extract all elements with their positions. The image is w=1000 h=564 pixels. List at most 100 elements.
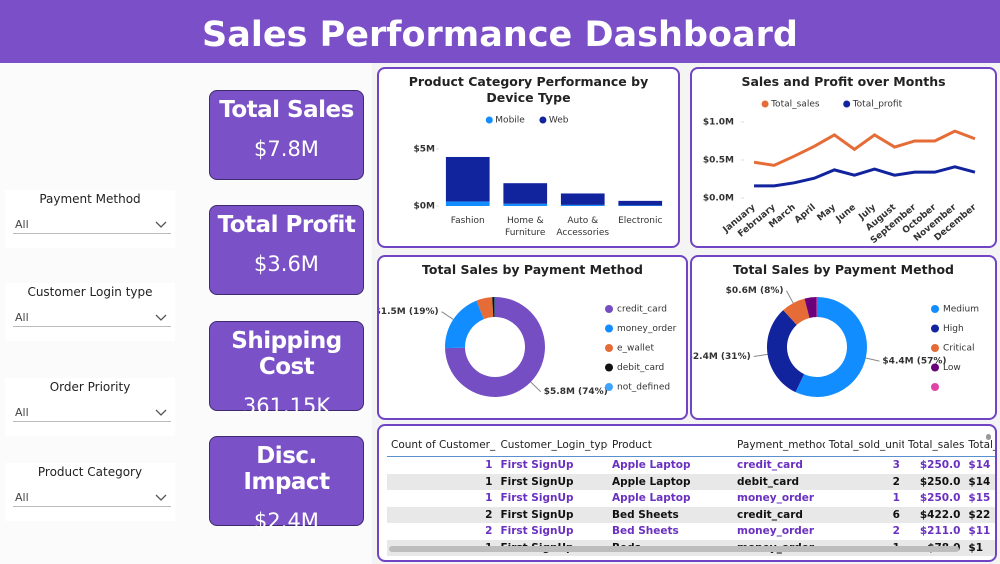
chart-title: Total Sales by Payment Method [421,262,644,277]
legend-label: Total_sales [770,100,820,110]
table-cell: 1 [387,490,497,507]
table-cell: $250.0 [903,473,965,490]
legend-label: credit_card [617,305,667,315]
donut-slice [445,300,484,349]
legend-marker [539,116,547,124]
slicer: Order Priority All [5,378,175,436]
slicer-label: Product Category [37,465,143,479]
x-tick-label: Auto & Accessories [556,216,610,238]
column-header[interactable]: Count of Customer_Id [387,434,497,457]
line-series [754,165,976,188]
legend-label: Mobile [495,116,525,126]
column-header[interactable]: Total_sold_unit [824,434,904,457]
chart: $0M $5M Mobile Web [414,116,663,212]
table-cell: 1 [387,456,497,474]
data-label: $0.6M (8%) [726,286,784,296]
x-tick-label: Fashion [450,216,485,226]
chart-title: Product Category Performance by Device T… [408,74,649,105]
legend-label: money_order [617,324,677,334]
bar-segment [618,200,663,206]
table-cell: $22 [964,506,995,523]
donut-slice [476,297,494,320]
table-cell: First SignUp [496,490,608,507]
legend-marker [931,305,939,313]
column-header[interactable]: Total_pr [964,434,995,457]
bar-segment [445,156,490,202]
chevron [155,494,167,501]
chevron [155,221,167,228]
chart-panel: $0M $5M Mobile Web Product Category Performa… [377,67,680,248]
donut-slice [445,297,545,397]
bar-segment [503,203,548,206]
scrollbar[interactable] [389,546,959,552]
data-label: $5.8M (74%) [544,387,608,397]
chart-title: Sales and Profit over Months [741,74,946,89]
donut-slice [767,310,805,393]
kpi-label: Disc. Impact [243,443,330,495]
table-cell: 1 [824,490,904,507]
table-cell: 3 [824,456,904,474]
kpi-label: Total Profit [217,212,356,238]
table-row: 1 First SignUp Apple Laptop debit_card 2 $250… [387,473,995,490]
legend-label: Low [943,363,961,373]
column-header[interactable]: Customer_Login_type [496,434,608,457]
table-cell: Bed Sheets [607,523,734,540]
kpi-card: Total Sales $7.8M [209,90,364,180]
legend-label: Web [549,116,569,126]
x-tick-label: April [793,203,818,226]
scrollbar-v[interactable] [986,434,991,440]
table-cell: credit_card [733,506,825,523]
legend-label: not_defined [617,383,670,393]
table-body: 1 First SignUp Apple Laptop credit_card 3 $25… [387,456,995,556]
chart: $4.4M (57%) $2.4M (31%) $0.6M (8%) Medium Hi… [692,286,979,397]
table-cell: $11 [964,523,995,540]
chevron-path [155,494,167,501]
slicer-dropdown[interactable]: All [13,214,171,234]
kpi-value: $3.6M [254,252,319,276]
kpi-card: Shipping Cost 361.15K [209,321,364,418]
legend-marker [761,100,769,108]
data-label: $1.5M (19%) [379,307,439,317]
table-cell: 1 [387,473,497,490]
bar-segment [503,183,548,204]
legend-label: Critical [943,344,974,354]
x-tick-label: Electronic [618,216,663,226]
chart-panel: $0.0M $0.5M $1.0M Total_sales Total_profit Ja… [690,67,997,248]
table-cell: money_order [733,523,825,540]
slicer-dropdown[interactable]: All [13,487,171,507]
kpi-label: Total Sales [219,97,354,123]
leader-line [441,311,454,320]
table-cell: 6 [824,506,904,523]
column-header[interactable]: Payment_method [733,434,825,457]
slicer: Customer Login type All [5,283,175,341]
slicer-label: Customer Login type [27,285,153,299]
slicer-dropdown[interactable]: All [13,402,171,422]
table-cell: $250.0 [903,490,965,507]
legend-label: debit_card [617,363,664,373]
kpi-value: $7.8M [254,137,319,161]
table-cell: $15 [964,490,995,507]
legend-marker [931,383,939,391]
leader-line [786,290,794,304]
legend-label: Total_profit [852,100,903,110]
chart-title: Total Sales by Payment Method [732,262,955,277]
legend-marker [931,363,939,372]
table-head: Count of Customer_Id Customer_Login_type P… [387,434,995,457]
header-title: Sales Performance Dashboard [0,0,1000,63]
kpi-label: Shipping Cost [231,328,342,380]
bar-segment [560,193,605,205]
column-header[interactable]: Product [607,434,734,457]
table-cell: $14 [964,473,995,490]
donut-slice [804,297,817,318]
slicer-label: Payment Method [39,192,141,206]
kpi-card: Disc. Impact $2.4M [209,436,364,533]
header-row: Count of Customer_Id Customer_Login_type P… [387,434,995,457]
table-cell: $250.0 [903,456,965,474]
table-cell: $14 [964,456,995,474]
chevron-path [155,221,167,228]
chevron [155,409,167,416]
column-header[interactable]: Total_sales [903,434,965,457]
legend-marker [605,363,613,372]
slicer-dropdown[interactable]: All [13,307,171,327]
